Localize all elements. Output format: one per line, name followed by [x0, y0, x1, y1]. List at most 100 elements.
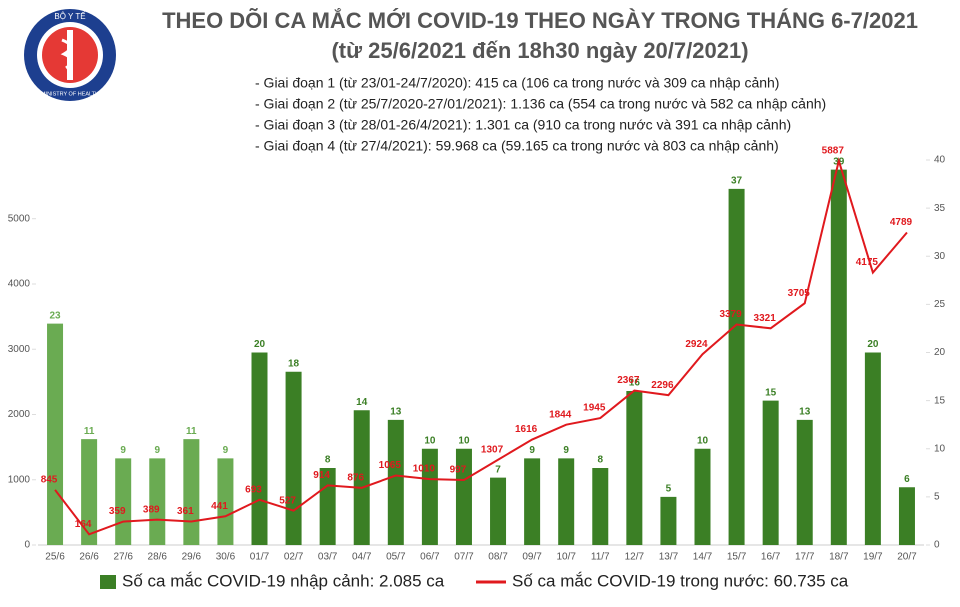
bar-value-label: 20 [867, 339, 879, 350]
x-tick-label: 10/7 [556, 552, 576, 563]
x-tick-label: 16/7 [761, 552, 781, 563]
line-value-label: 3321 [754, 313, 777, 324]
x-tick-label: 07/7 [454, 552, 474, 563]
bar [830, 169, 847, 545]
line-value-label: 4789 [890, 217, 913, 228]
bar-value-label: 37 [731, 176, 743, 187]
legend-label: Số ca mắc COVID-19 nhập cảnh: 2.085 ca [122, 571, 445, 590]
bar-value-label: 9 [154, 445, 160, 456]
line-value-label: 3705 [788, 288, 811, 299]
line-value-label: 2367 [617, 375, 640, 386]
bar-value-label: 11 [186, 426, 197, 437]
y-tick-label: 5000 [8, 213, 31, 224]
y2-tick-label: 20 [934, 347, 946, 358]
bar-value-label: 14 [356, 397, 368, 408]
y2-tick-label: 25 [934, 299, 946, 310]
bar [524, 458, 541, 545]
line-value-label: 5887 [822, 145, 845, 156]
logo-top: BỘ Y TẾ [54, 11, 85, 21]
bar-value-label: 8 [597, 455, 603, 466]
line [54, 157, 908, 536]
y-tick-label: 3000 [8, 344, 31, 355]
x-tick-label: 29/6 [182, 552, 202, 563]
bar-value-label: 6 [904, 474, 910, 485]
line-value-label: 359 [109, 506, 126, 517]
bar-value-label: 11 [84, 426, 95, 437]
x-tick-label: 20/7 [897, 552, 917, 563]
annotation: - Giai đoạn 1 (từ 23/01-24/7/2020): 415 … [255, 75, 779, 91]
line-value-label: 527 [279, 495, 296, 506]
bar [217, 458, 234, 545]
x-tick-label: 11/7 [591, 552, 610, 563]
bar-value-label: 18 [288, 358, 300, 369]
bar [592, 468, 609, 545]
x-tick-label: 15/7 [727, 552, 747, 563]
y-tick-label: 1000 [8, 474, 31, 485]
x-tick-label: 06/7 [420, 552, 440, 563]
legend-swatch [100, 575, 116, 589]
bar-value-label: 20 [254, 339, 266, 350]
logo-bottom: MINISTRY OF HEALTH [41, 91, 99, 97]
chart-title: THEO DÕI CA MẮC MỚI COVID-19 THEO NGÀY T… [162, 8, 918, 33]
chart-subtitle: (từ 25/6/2021 đến 18h30 ngày 20/7/2021) [331, 38, 748, 63]
bar-value-label: 10 [458, 435, 470, 446]
bar-value-label: 15 [765, 387, 777, 398]
y2-tick-label: 15 [934, 395, 946, 406]
y-tick-label: 2000 [8, 409, 31, 420]
line-value-label: 1616 [515, 424, 538, 435]
bar [183, 439, 200, 545]
bar [455, 448, 472, 545]
legend-label: Số ca mắc COVID-19 trong nước: 60.735 ca [512, 571, 849, 590]
bar-value-label: 13 [390, 407, 402, 418]
y2-tick-label: 30 [934, 251, 946, 262]
line-value-label: 997 [450, 465, 467, 476]
line-value-label: 693 [245, 484, 262, 495]
bar [762, 400, 779, 545]
line-value-label: 361 [177, 506, 194, 517]
line-value-label: 1010 [413, 464, 436, 475]
bar [490, 477, 507, 545]
bar [626, 391, 643, 545]
bar [864, 352, 881, 545]
y2-tick-label: 40 [934, 155, 946, 166]
x-tick-label: 30/6 [216, 552, 236, 563]
logo: BỘ Y TẾ MINISTRY OF HEALTH [24, 9, 116, 101]
x-tick-label: 26/6 [79, 552, 99, 563]
bar-value-label: 16 [629, 378, 641, 389]
bar-value-label: 9 [223, 445, 229, 456]
line-value-label: 876 [347, 472, 364, 483]
bar [796, 419, 813, 545]
y2-tick-label: 35 [934, 203, 946, 214]
line-value-label: 441 [211, 501, 228, 512]
bar-value-label: 9 [529, 445, 535, 456]
bar [694, 448, 711, 545]
x-tick-label: 25/6 [45, 552, 65, 563]
line-value-label: 2296 [651, 380, 674, 391]
line-value-label: 845 [41, 475, 58, 486]
line-value-label: 914 [313, 470, 330, 481]
annotation: - Giai đoạn 2 (từ 25/7/2020-27/01/2021):… [255, 96, 826, 112]
bar [285, 371, 302, 545]
x-tick-label: 19/7 [863, 552, 883, 563]
bar-value-label: 7 [495, 464, 501, 475]
line-value-label: 1945 [583, 403, 606, 414]
bar [558, 458, 575, 545]
x-tick-label: 18/7 [829, 552, 849, 563]
bar-value-label: 9 [563, 445, 569, 456]
bar [898, 487, 915, 545]
y2-tick-label: 0 [934, 540, 940, 551]
bar-value-label: 9 [120, 445, 126, 456]
line-value-label: 3379 [719, 309, 742, 320]
bar [115, 458, 132, 545]
line-value-label: 164 [75, 519, 92, 530]
x-tick-label: 03/7 [318, 552, 338, 563]
y2-tick-label: 10 [934, 443, 946, 454]
x-tick-label: 13/7 [659, 552, 679, 563]
line-value-label: 2924 [685, 339, 708, 350]
annotation: - Giai đoạn 3 (từ 28/01-26/4/2021): 1.30… [255, 117, 791, 133]
line-value-label: 4175 [856, 257, 879, 268]
bar-value-label: 8 [325, 455, 331, 466]
x-tick-label: 27/6 [113, 552, 133, 563]
y-tick-label: 0 [24, 540, 30, 551]
